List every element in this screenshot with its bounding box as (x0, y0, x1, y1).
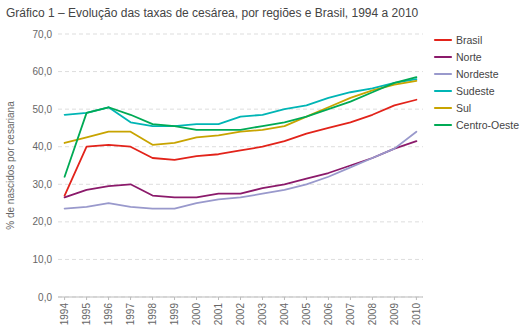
x-tick-label: 2008 (367, 303, 378, 326)
x-tick-label: 2005 (301, 303, 312, 326)
x-tick (416, 297, 417, 300)
x-tick (108, 297, 109, 300)
grid-line (58, 259, 423, 260)
grid-line (58, 71, 423, 72)
x-tick-label: 1995 (81, 303, 92, 326)
y-tick-label: 10,0 (33, 254, 53, 265)
grid-line (58, 221, 423, 222)
legend-swatch (435, 73, 451, 75)
legend-label: Sul (456, 102, 471, 114)
chart: Gráfico 1 – Evolução das taxas de cesáre… (0, 0, 531, 335)
grid-line (58, 146, 423, 147)
x-tick-label: 1996 (103, 303, 114, 326)
x-tick-label: 1994 (59, 303, 70, 326)
x-tick (372, 297, 373, 300)
legend-swatch (435, 39, 451, 41)
y-tick-label: 30,0 (33, 179, 53, 190)
legend-label: Centro-Oeste (456, 119, 519, 131)
legend-swatch (435, 124, 451, 126)
grid-line (58, 184, 423, 185)
x-tick (152, 297, 153, 300)
x-tick-label: 1997 (125, 303, 136, 326)
x-tick-label: 2000 (191, 303, 202, 326)
x-tick (130, 297, 131, 300)
series-line (65, 77, 417, 177)
y-tick-label: 60,0 (33, 66, 53, 77)
x-tick (218, 297, 219, 300)
x-tick (394, 297, 395, 300)
series-line (65, 132, 417, 209)
grid (58, 34, 423, 297)
legend-swatch (435, 107, 451, 109)
x-tick (64, 297, 65, 300)
x-tick (328, 297, 329, 300)
x-tick-label: 1999 (169, 303, 180, 326)
legend: Brasil Norte Nordeste Sudeste Sul Centro-Oest… (435, 34, 519, 131)
x-tick (306, 297, 307, 300)
x-tick-label: 1998 (147, 303, 158, 326)
legend-label: Norte (456, 51, 482, 63)
y-axis-label: % de nascidos por cesariana (5, 101, 16, 230)
grid-line (58, 34, 423, 35)
legend-label: Sudeste (456, 85, 495, 97)
title: Gráfico 1 – Evolução das taxas de cesáre… (6, 6, 419, 20)
x-tick (350, 297, 351, 300)
y-tick-label: 70,0 (33, 29, 53, 40)
x-tick (262, 297, 263, 300)
x-tick-label: 2010 (411, 303, 422, 326)
x-tick-label: 2002 (235, 303, 246, 326)
legend-swatch (435, 90, 451, 92)
x-tick-label: 2001 (213, 303, 224, 326)
x-tick (284, 297, 285, 300)
lines (65, 77, 417, 209)
series-line (65, 81, 417, 145)
x-tick-label: 2006 (323, 303, 334, 326)
y-tick-label: 40,0 (33, 141, 53, 152)
legend-label: Brasil (456, 34, 482, 46)
y-tick-label: 20,0 (33, 216, 53, 227)
y-tick-label: 0,0 (38, 292, 52, 303)
x-tick (196, 297, 197, 300)
x-tick (174, 297, 175, 300)
x-tick (86, 297, 87, 300)
x-tick-label: 2003 (257, 303, 268, 326)
series-line (65, 141, 417, 197)
x-tick-label: 2007 (345, 303, 356, 326)
x-tick-label: 2009 (389, 303, 400, 326)
legend-label: Nordeste (456, 68, 499, 80)
x-tick (240, 297, 241, 300)
series-line (65, 79, 417, 126)
y-tick-label: 50,0 (33, 104, 53, 115)
x-tick-label: 2004 (279, 303, 290, 326)
legend-swatch (435, 56, 451, 58)
